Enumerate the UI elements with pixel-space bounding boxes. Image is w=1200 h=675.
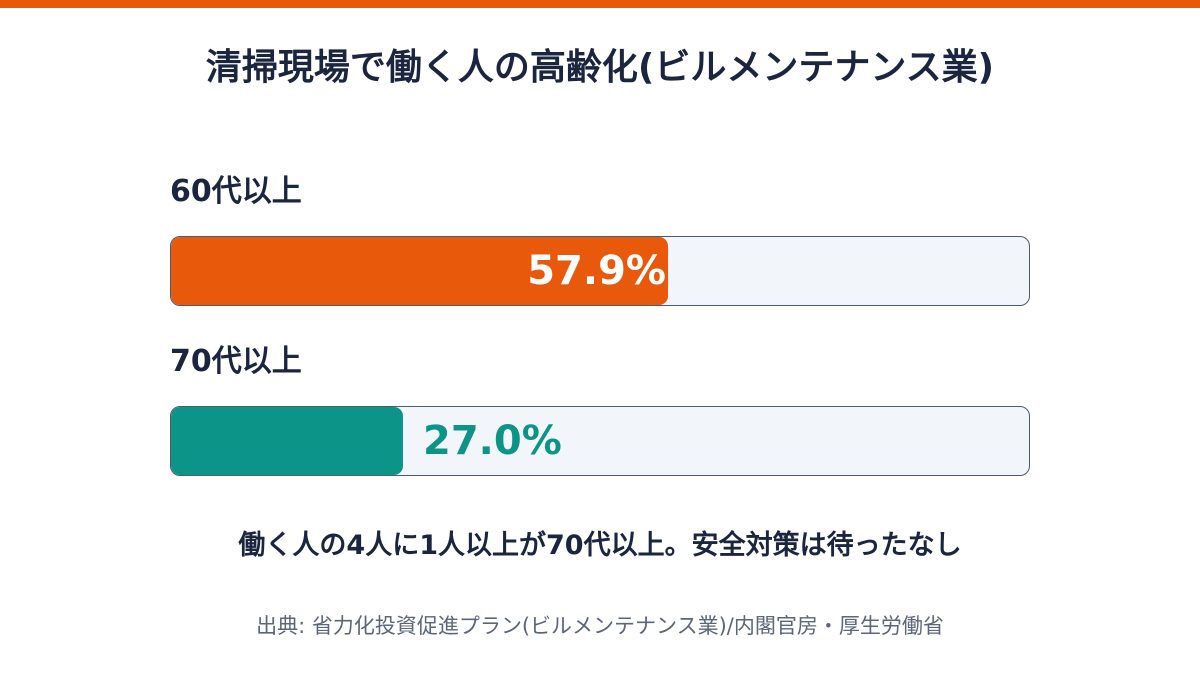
bar-category-label: 70代以上 [170,344,302,379]
bar [171,237,668,305]
bar-track: 27.0% [170,406,1030,476]
bar-group-70s: 70代以上 27.0% [170,342,1030,476]
source-note: 出典: 省力化投資促進プラン(ビルメンテナンス業)/内閣官房・厚生労働省 [256,614,944,638]
chart-title: 清掃現場で働く人の高齢化(ビルメンテナンス業) [205,47,995,88]
bar [171,407,403,475]
bar-value-label: 57.9% [527,248,666,294]
top-accent-bar [0,0,1200,8]
bar-track: 57.9% [170,236,1030,306]
caption: 働く人の4人に1人以上が70代以上。安全対策は待ったなし [238,530,962,561]
bar-value-label: 27.0% [423,418,562,464]
bar-group-60s: 60代以上 57.9% [170,172,1030,306]
bar-category-label: 60代以上 [170,174,302,209]
